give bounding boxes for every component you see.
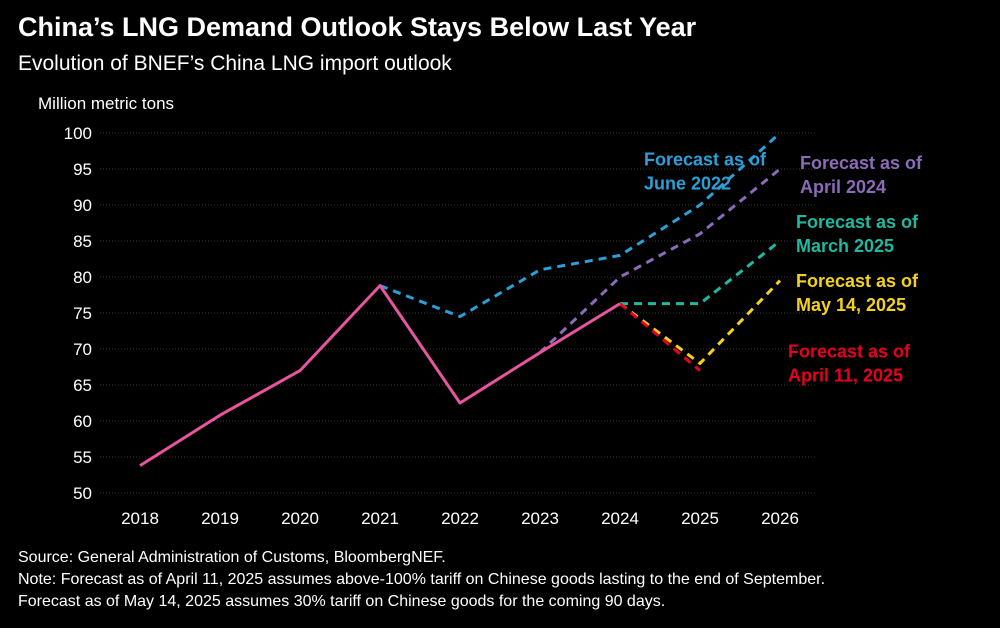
y-tick-label: 70 [73,340,92,359]
series-line-forecast-as-of-april-2024 [538,167,781,354]
x-tick-label: 2024 [601,509,639,528]
series-label: Forecast as of April 11, 2025 [788,342,911,386]
tariff-note-2: Forecast as of May 14, 2025 assumes 30% … [18,593,666,610]
x-tick-label: 2021 [361,509,399,528]
series-line-forecast-as-of-may-14-2025 [619,279,782,365]
series-line-forecast-as-of-june-2022 [379,131,782,319]
series-label-line: April 2024 [800,177,886,197]
series-label-line: Forecast as of [796,271,919,291]
series-line-forecast-as-of-march-2025 [620,239,781,306]
y-tick-label: 60 [73,412,92,431]
x-tick-label: 2018 [121,509,159,528]
series-label-line: Forecast as of [800,153,923,173]
y-tick-label: 95 [73,160,92,179]
series-label: Forecast as of March 2025 [796,212,919,256]
y-tick-label: 75 [73,304,92,323]
y-tick-label: 85 [73,232,92,251]
chart-subtitle: Evolution of BNEF’s China LNG import out… [18,52,452,75]
y-axis-label: Million metric tons [38,94,174,113]
series-label-line: March 2025 [796,236,894,256]
y-tick-label: 55 [73,448,92,467]
y-tick-label: 100 [64,124,92,143]
series-line-forecast-as-of-april-11-2025 [619,302,701,372]
series-label-line: April 11, 2025 [788,366,903,386]
series-label-line: Forecast as of [644,149,767,169]
x-tick-label: 2026 [761,509,799,528]
x-tick-label: 2023 [521,509,559,528]
x-tick-label: 2019 [201,509,239,528]
y-tick-label: 65 [73,376,92,395]
chart-footer: Source: General Administration of Custom… [18,547,825,613]
chart-title: China’s LNG Demand Outlook Stays Below L… [18,12,697,42]
x-tick-label: 2020 [281,509,319,528]
x-tick-label: 2025 [681,509,719,528]
tariff-note-1: Note: Forecast as of April 11, 2025 assu… [18,571,826,588]
x-tick-label: 2022 [441,509,479,528]
series-label: Forecast as of April 2024 [800,153,923,197]
series-label-line: Forecast as of [796,212,919,232]
series-label-line: May 14, 2025 [796,295,906,315]
series-label: Forecast as of May 14, 2025 [796,271,919,315]
y-tick-label: 90 [73,196,92,215]
source-note: Source: General Administration of Custom… [18,549,446,566]
series-label-line: Forecast as of [788,342,911,362]
line-chart: Million metric tons 50 55 60 65 70 75 80 85 90 95 1… [38,94,923,528]
series-label: Forecast as of June 2022 [644,149,767,193]
y-tick-label: 80 [73,268,92,287]
series-label-line: June 2022 [644,173,731,193]
series-line-actual [139,284,621,467]
y-tick-label: 50 [73,484,92,503]
